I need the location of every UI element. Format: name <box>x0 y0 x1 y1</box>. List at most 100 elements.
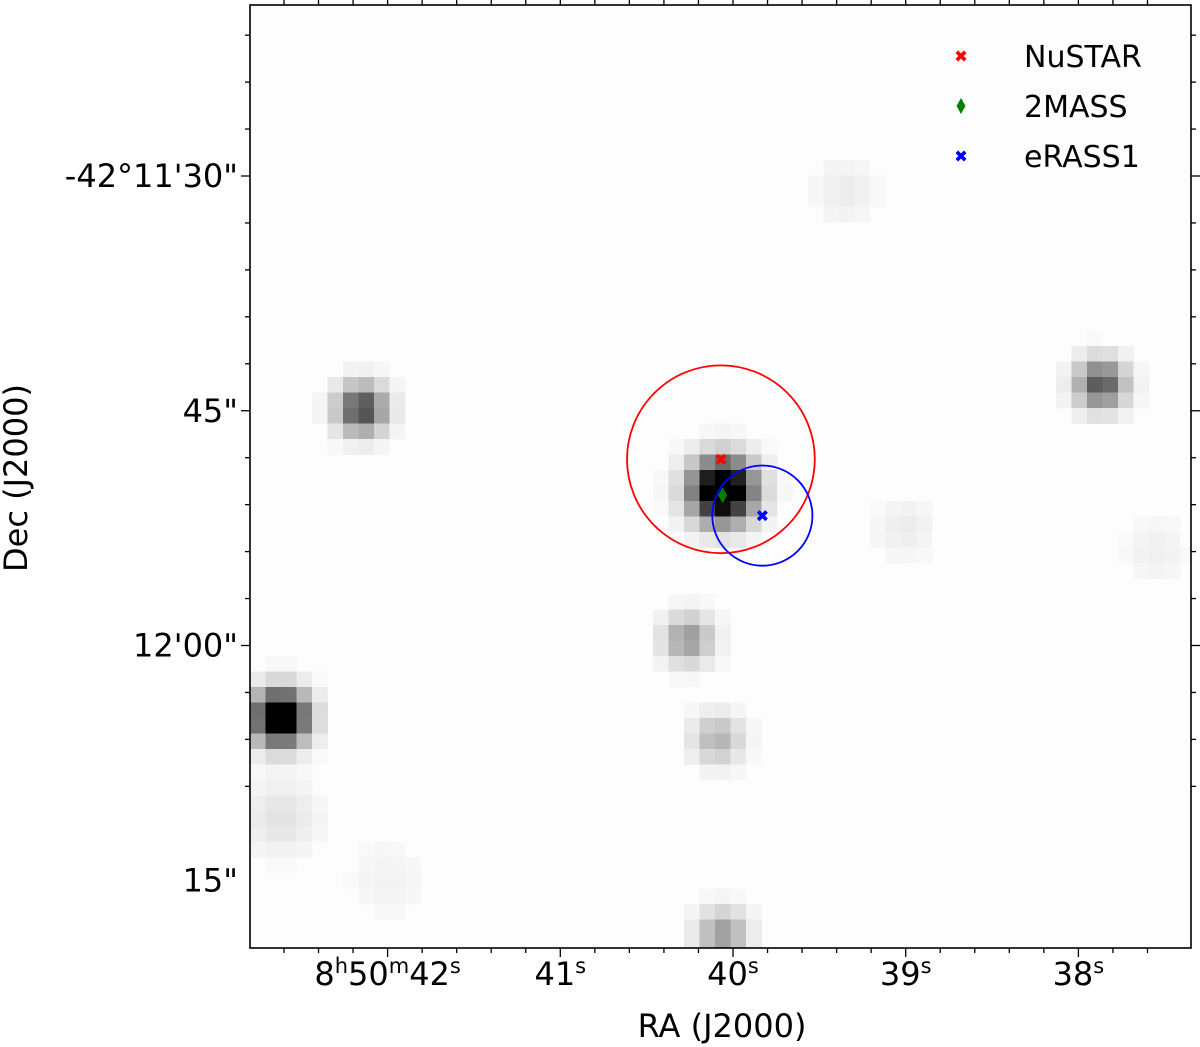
image-pixel <box>746 532 762 548</box>
image-pixel <box>389 857 406 874</box>
image-pixel <box>1133 361 1150 378</box>
image-pixel <box>312 811 328 827</box>
image-pixel <box>684 594 700 610</box>
image-pixel <box>265 749 282 765</box>
image-pixel <box>699 904 716 920</box>
image-pixel <box>1133 532 1150 548</box>
image-pixel <box>823 175 840 192</box>
image-pixel <box>265 671 282 688</box>
y-tick-label: 12'00" <box>133 627 238 665</box>
image-pixel <box>699 423 716 440</box>
image-pixel <box>1087 346 1103 362</box>
image-pixel <box>684 454 700 471</box>
image-pixel <box>327 377 344 393</box>
y-tick-label: 15" <box>183 861 238 899</box>
image-pixel <box>1071 361 1088 378</box>
image-pixel <box>265 718 282 734</box>
image-pixel <box>1118 532 1134 548</box>
image-pixel <box>1118 346 1134 362</box>
image-pixel <box>730 516 747 533</box>
image-pixel <box>653 470 669 486</box>
image-pixel <box>730 718 747 734</box>
image-pixel <box>730 749 747 765</box>
image-pixel <box>327 423 344 440</box>
image-pixel <box>374 842 390 858</box>
image-pixel <box>684 516 700 533</box>
image-pixel <box>374 423 390 440</box>
image-pixel <box>653 656 669 672</box>
image-pixel <box>250 780 266 796</box>
image-pixel <box>684 501 700 517</box>
image-pixel <box>715 919 731 936</box>
image-pixel <box>389 377 406 393</box>
image-pixel <box>358 873 375 889</box>
image-pixel <box>265 795 282 812</box>
image-pixel <box>1133 547 1150 564</box>
source-markers <box>715 453 768 522</box>
image-pixel <box>684 919 700 936</box>
image-pixel <box>715 470 731 486</box>
image-pixel <box>374 904 390 920</box>
image-pixel <box>343 873 359 889</box>
image-pixel <box>715 656 731 672</box>
image-pixel <box>312 392 328 409</box>
image-pixel <box>653 485 669 502</box>
image-pixel <box>1149 532 1165 548</box>
image-pixel <box>730 935 747 949</box>
image-pixel <box>715 640 731 657</box>
image-pixel <box>668 439 685 455</box>
image-pixel <box>715 516 731 533</box>
image-pixel <box>823 160 840 176</box>
image-pixel <box>870 191 886 207</box>
image-pixel <box>839 175 855 192</box>
image-pixel <box>1118 547 1134 564</box>
image-pixel <box>715 935 731 949</box>
image-pixel <box>343 377 359 393</box>
image-pixel <box>1164 547 1181 564</box>
image-pixel <box>901 501 917 517</box>
image-pixel <box>684 904 700 920</box>
image-pixel <box>265 764 282 781</box>
image-pixel <box>374 392 390 409</box>
sky-image <box>250 5 1192 949</box>
image-pixel <box>1087 361 1103 378</box>
image-pixel <box>901 532 917 548</box>
image-pixel <box>730 702 747 719</box>
image-pixel <box>715 423 731 440</box>
image-pixel <box>746 516 762 533</box>
image-pixel <box>730 764 747 781</box>
image-pixel <box>746 485 762 502</box>
image-pixel <box>374 873 390 889</box>
image-pixel <box>730 423 747 440</box>
image-pixel <box>1102 377 1119 393</box>
image-pixel <box>699 718 716 734</box>
image-pixel <box>715 702 731 719</box>
image-pixel <box>916 532 933 548</box>
image-pixel <box>823 206 840 223</box>
image-pixel <box>1118 392 1134 409</box>
image-pixel <box>715 609 731 626</box>
image-pixel <box>1087 392 1103 409</box>
image-pixel <box>250 702 266 719</box>
image-pixel <box>684 718 700 734</box>
image-pixel <box>389 423 406 440</box>
image-pixel <box>281 733 297 750</box>
image-pixel <box>281 795 297 812</box>
image-pixel <box>761 439 778 455</box>
image-pixel <box>281 811 297 827</box>
image-pixel <box>699 625 716 641</box>
image-pixel <box>1149 547 1165 564</box>
image-pixel <box>777 470 793 486</box>
image-pixel <box>854 206 871 223</box>
legend-marker-nustar <box>955 50 967 62</box>
image-pixel <box>296 764 313 781</box>
image-pixel <box>668 609 685 626</box>
legend-label-erass1: eRASS1 <box>1024 140 1140 175</box>
image-pixel <box>1056 377 1072 393</box>
image-pixel <box>1071 392 1088 409</box>
image-pixel <box>699 516 716 533</box>
image-pixel <box>684 640 700 657</box>
x-tick-label: 39s <box>880 954 932 993</box>
image-pixel <box>296 826 313 843</box>
